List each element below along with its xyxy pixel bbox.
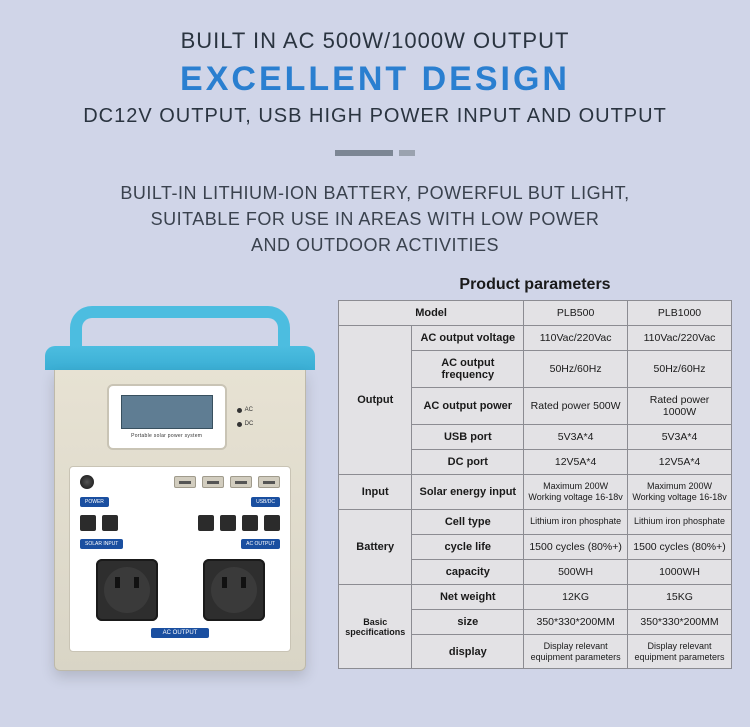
ac-output-label: AC OUTPUT: [151, 628, 210, 638]
ac-led-icon: AC: [237, 407, 254, 413]
model-a: PLB500: [524, 301, 628, 326]
product-illustration: Portable solar power system AC DC: [30, 276, 330, 671]
subheading: BUILT-IN LITHIUM-ION BATTERY, POWERFUL B…: [0, 180, 750, 258]
value-cell: 50Hz/60Hz: [524, 351, 628, 388]
param-cell: size: [412, 609, 524, 634]
model-b: PLB1000: [628, 301, 732, 326]
param-cell: Solar energy input: [412, 475, 524, 510]
value-cell: Rated power 1000W: [628, 388, 732, 425]
headline-1: BUILT IN AC 500W/1000W OUTPUT: [0, 28, 750, 54]
dc-ports-right: [198, 515, 280, 531]
table-title: Product parameters: [338, 276, 732, 294]
param-cell: AC output power: [412, 388, 524, 425]
dc-ports-left: [80, 515, 118, 531]
divider-icon: [0, 150, 750, 156]
category-cell: Output: [339, 326, 412, 475]
power-knob-icon: [80, 475, 94, 489]
value-cell: 12V5A*4: [524, 450, 628, 475]
control-panel: POWER USB/DC SOLAR INPUT AC OUTPUT: [69, 466, 291, 652]
dc-led-icon: DC: [237, 421, 254, 427]
value-cell: 1000WH: [628, 559, 732, 584]
table-row: BatteryCell typeLithium iron phosphateLi…: [339, 509, 732, 534]
value-cell: 110Vac/220Vac: [628, 326, 732, 351]
parameters-table: ModelPLB500PLB1000OutputAC output voltag…: [338, 300, 732, 669]
device-top-cap: [45, 346, 315, 370]
value-cell: Lithium iron phosphate: [524, 509, 628, 534]
param-cell: Net weight: [412, 584, 524, 609]
table-row: Basic specificationsNet weight12KG15KG: [339, 584, 732, 609]
power-label: POWER: [80, 497, 109, 507]
lcd-screen: Portable solar power system: [107, 384, 227, 450]
value-cell: 12V5A*4: [628, 450, 732, 475]
table-row: OutputAC output voltage110Vac/220Vac110V…: [339, 326, 732, 351]
device-handle: [70, 306, 290, 346]
headline-3: DC12V OUTPUT, USB HIGH POWER INPUT AND O…: [0, 105, 750, 128]
category-cell: Input: [339, 475, 412, 510]
header-block: BUILT IN AC 500W/1000W OUTPUT EXCELLENT …: [0, 0, 750, 258]
param-cell: Cell type: [412, 509, 524, 534]
param-cell: AC output voltage: [412, 326, 524, 351]
param-cell: AC output frequency: [412, 351, 524, 388]
value-cell: 1500 cycles (80%+): [628, 534, 732, 559]
param-cell: DC port: [412, 450, 524, 475]
param-cell: capacity: [412, 559, 524, 584]
value-cell: 500WH: [524, 559, 628, 584]
parameters-table-wrap: Product parameters ModelPLB500PLB1000Out…: [338, 276, 732, 669]
value-cell: Display relevantequipment parameters: [524, 634, 628, 669]
value-cell: 350*330*200MM: [524, 609, 628, 634]
value-cell: 15KG: [628, 584, 732, 609]
value-cell: Maximum 200WWorking voltage 16-18v: [628, 475, 732, 510]
sub-line-1: BUILT-IN LITHIUM-ION BATTERY, POWERFUL B…: [0, 180, 750, 206]
lcd-label: Portable solar power system: [131, 433, 202, 439]
category-cell: Basic specifications: [339, 584, 412, 669]
sub-line-2: SUITABLE FOR USE IN AREAS WITH LOW POWER: [0, 206, 750, 232]
value-cell: 110Vac/220Vac: [524, 326, 628, 351]
value-cell: Lithium iron phosphate: [628, 509, 732, 534]
value-cell: Display relevantequipment parameters: [628, 634, 732, 669]
value-cell: 12KG: [524, 584, 628, 609]
table-row: InputSolar energy inputMaximum 200WWorki…: [339, 475, 732, 510]
device-body: Portable solar power system AC DC: [54, 370, 306, 671]
ac-sockets: [80, 559, 280, 621]
category-cell: Battery: [339, 509, 412, 584]
usbdc-label: USB/DC: [251, 497, 280, 507]
value-cell: 5V3A*4: [628, 425, 732, 450]
value-cell: 1500 cycles (80%+): [524, 534, 628, 559]
param-cell: USB port: [412, 425, 524, 450]
solar-input-label: SOLAR INPUT: [80, 539, 123, 549]
param-cell: display: [412, 634, 524, 669]
param-cell: cycle life: [412, 534, 524, 559]
ac-output-label-small: AC OUTPUT: [241, 539, 280, 549]
value-cell: Maximum 200WWorking voltage 16-18v: [524, 475, 628, 510]
header-model: Model: [339, 301, 524, 326]
value-cell: Rated power 500W: [524, 388, 628, 425]
value-cell: 350*330*200MM: [628, 609, 732, 634]
headline-2: EXCELLENT DESIGN: [0, 60, 750, 99]
sub-line-3: AND OUTDOOR ACTIVITIES: [0, 232, 750, 258]
value-cell: 5V3A*4: [524, 425, 628, 450]
usb-ports: [174, 476, 280, 488]
value-cell: 50Hz/60Hz: [628, 351, 732, 388]
